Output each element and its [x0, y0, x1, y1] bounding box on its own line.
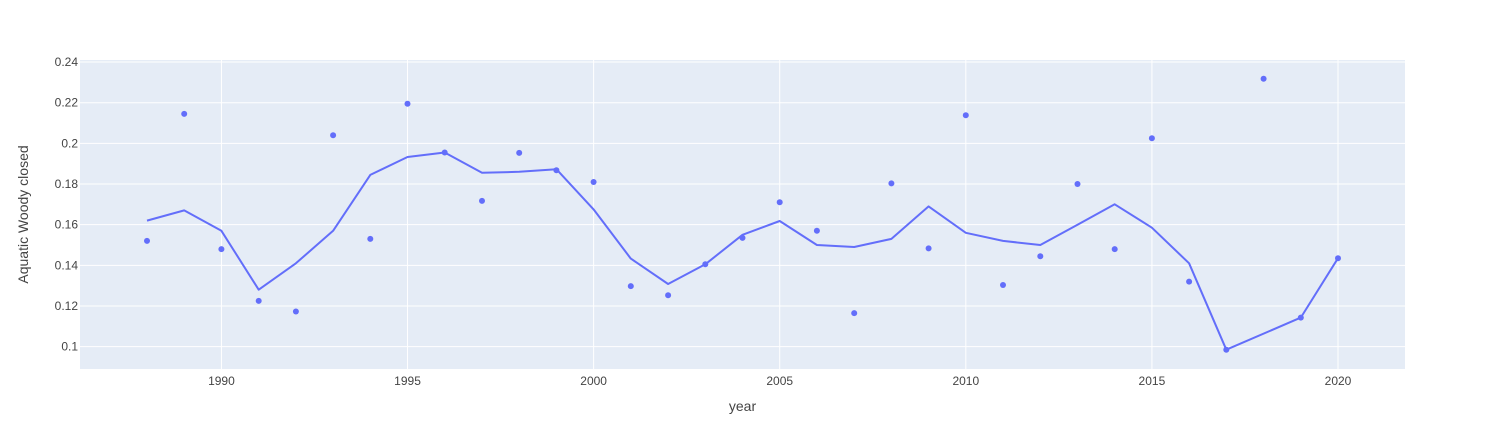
y-tick-label: 0.2	[61, 136, 78, 150]
x-tick-label: 2005	[766, 374, 793, 388]
data-point[interactable]	[1111, 246, 1118, 253]
data-point[interactable]	[292, 308, 299, 315]
y-gridlines	[80, 61, 1405, 348]
data-point[interactable]	[441, 149, 448, 156]
data-point[interactable]	[665, 292, 672, 299]
x-tick-label: 2020	[1325, 374, 1352, 388]
data-point[interactable]	[590, 179, 597, 185]
x-tick-label: 2010	[952, 374, 979, 388]
x-tick-label: 1995	[394, 374, 421, 388]
y-axis-title: Aquatic Woody closed	[15, 145, 31, 283]
y-tick-label: 0.16	[55, 218, 79, 232]
data-point[interactable]	[1037, 253, 1044, 260]
data-point[interactable]	[1074, 181, 1081, 187]
trend-line-layer	[146, 151, 1339, 351]
y-tick-label: 0.18	[55, 177, 79, 191]
data-points-layer	[144, 75, 1341, 353]
x-tick-label: 2015	[1139, 374, 1166, 388]
data-point[interactable]	[181, 110, 188, 117]
data-point[interactable]	[516, 149, 523, 156]
data-point[interactable]	[962, 112, 969, 119]
trend-line	[146, 151, 1339, 351]
data-point[interactable]	[1297, 314, 1304, 321]
x-axis-title: year	[729, 398, 757, 414]
data-point[interactable]	[888, 180, 895, 187]
data-point[interactable]	[553, 167, 560, 174]
plot-background	[80, 60, 1405, 369]
data-point[interactable]	[702, 261, 709, 268]
data-point[interactable]	[404, 100, 411, 107]
x-tick-label: 1990	[208, 374, 235, 388]
x-tick-label: 2000	[580, 374, 607, 388]
data-point[interactable]	[479, 197, 485, 204]
data-point[interactable]	[255, 297, 262, 304]
data-point[interactable]	[1223, 346, 1230, 353]
data-point[interactable]	[218, 246, 225, 253]
y-tick-label: 0.1	[61, 340, 78, 354]
data-point[interactable]	[776, 199, 783, 206]
data-point[interactable]	[1000, 282, 1006, 288]
data-point[interactable]	[1260, 75, 1267, 82]
y-tick-label: 0.12	[55, 299, 79, 313]
y-tick-labels: 0.1 0.12 0.14 0.16 0.18 0.2 0.22 0.24	[55, 55, 79, 354]
data-point[interactable]	[330, 132, 337, 139]
data-point[interactable]	[851, 310, 858, 317]
data-point[interactable]	[925, 245, 932, 252]
data-point[interactable]	[627, 283, 634, 290]
y-tick-label: 0.24	[55, 55, 79, 69]
data-point[interactable]	[1335, 255, 1341, 262]
y-tick-label: 0.22	[55, 96, 79, 110]
data-point[interactable]	[813, 227, 820, 234]
x-gridlines	[220, 60, 1339, 369]
data-point[interactable]	[739, 234, 746, 241]
y-tick-label: 0.14	[55, 258, 79, 272]
data-point[interactable]	[1186, 278, 1193, 285]
data-point[interactable]	[144, 237, 150, 244]
data-point[interactable]	[1148, 135, 1155, 142]
x-tick-labels: 1990 1995 2000 2005 2010 2015 2020	[208, 374, 1352, 388]
data-point[interactable]	[367, 235, 374, 242]
